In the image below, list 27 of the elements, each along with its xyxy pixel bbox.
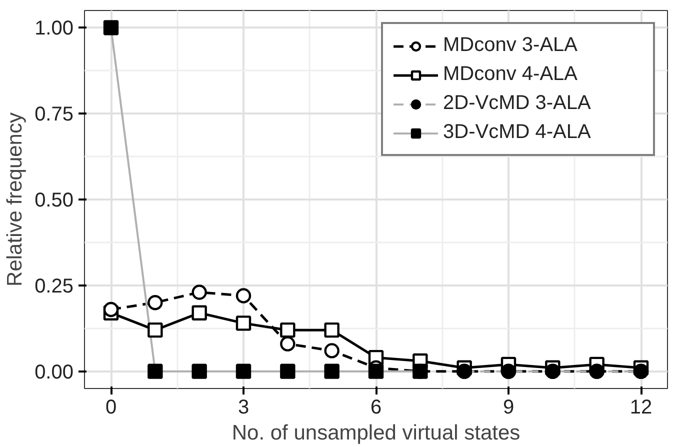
x-tick-label: 6 bbox=[370, 396, 382, 418]
point bbox=[280, 322, 296, 338]
x-axis-title: No. of unsampled virtual states bbox=[232, 422, 520, 444]
point bbox=[324, 343, 340, 358]
point bbox=[148, 322, 163, 338]
legend-label: MDconv 3-ALA bbox=[443, 34, 578, 57]
x-tick-label: 12 bbox=[630, 396, 652, 418]
legend-label: 2D-VcMD 3-ALA bbox=[443, 92, 592, 115]
point bbox=[236, 288, 252, 304]
y-tick-label: 0.75 bbox=[34, 104, 74, 126]
legend-label: 3D-VcMD 4-ALA bbox=[443, 121, 592, 144]
legend-label: MDconv 4-ALA bbox=[443, 63, 578, 86]
y-tick-label: 0.00 bbox=[34, 361, 74, 384]
point bbox=[324, 322, 340, 338]
y-tick-label: 0.50 bbox=[34, 190, 74, 212]
point bbox=[103, 302, 119, 318]
x-tick-label: 0 bbox=[105, 396, 117, 418]
y-tick-label: 0.25 bbox=[34, 275, 74, 298]
point bbox=[148, 295, 163, 310]
x-tick-label: 9 bbox=[502, 396, 514, 418]
point bbox=[192, 305, 207, 320]
point bbox=[236, 316, 252, 331]
point bbox=[192, 284, 207, 300]
x-tick-label: 3 bbox=[238, 396, 250, 418]
y-axis-title: Relative frequency bbox=[4, 112, 27, 286]
point bbox=[280, 336, 296, 352]
y-tick-label: 1.00 bbox=[34, 18, 74, 40]
